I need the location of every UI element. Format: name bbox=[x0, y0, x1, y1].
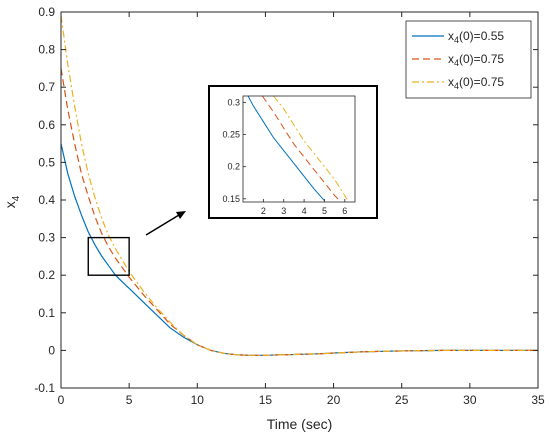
x-tick-label: 25 bbox=[395, 393, 409, 407]
inset-series-line-2 bbox=[261, 95, 341, 202]
legend-label-subscript: 4 bbox=[454, 81, 459, 91]
y-tick-label: 0 bbox=[48, 343, 55, 357]
legend-label-rest: (0)=0.75 bbox=[459, 75, 504, 89]
legend-label-subscript: 4 bbox=[454, 35, 459, 45]
inset-frame bbox=[208, 85, 378, 219]
legend-label-rest: (0)=0.55 bbox=[459, 29, 504, 43]
inset-series-group bbox=[247, 95, 349, 202]
x-tick-label: 35 bbox=[531, 393, 545, 407]
y-axis: -0.1 0 0.1 0.2 0.3 0.4 0.5 0.6 0.7 0.8 0.9 bbox=[34, 5, 538, 395]
x-axis: 0 5 10 15 20 25 30 35 bbox=[58, 12, 545, 407]
zoom-arrow bbox=[145, 211, 186, 236]
y-tick-label: 0.8 bbox=[38, 43, 55, 57]
x-tick-label: 30 bbox=[463, 393, 477, 407]
inset-x-tick-label: 6 bbox=[342, 206, 347, 216]
y-axis-label-subscript: 4 bbox=[11, 195, 22, 201]
legend-label-3: x4(0)=0.75 bbox=[448, 75, 504, 91]
zoom-region-box bbox=[87, 236, 130, 276]
x-axis-label: Time (sec) bbox=[267, 416, 333, 432]
y-axis-label: x4 bbox=[2, 195, 22, 208]
inset-x-tick-label: 5 bbox=[322, 206, 327, 216]
legend-label-rest: (0)=0.75 bbox=[459, 52, 504, 66]
y-tick-label: 0.3 bbox=[38, 231, 55, 245]
x-tick-label: 5 bbox=[126, 393, 133, 407]
legend-label-1: x4(0)=0.55 bbox=[448, 29, 504, 45]
y-tick-label: 0.7 bbox=[38, 80, 55, 94]
inset-series-line-3 bbox=[273, 95, 349, 201]
x-tick-label: 20 bbox=[327, 393, 341, 407]
legend-label-subscript: 4 bbox=[454, 58, 459, 68]
inset-x-axis: 2 3 4 5 6 bbox=[261, 199, 347, 216]
inset-y-tick-label: 0.15 bbox=[222, 194, 240, 204]
y-tick-label: 0.6 bbox=[38, 118, 55, 132]
inset-y-tick-label: 0.2 bbox=[227, 162, 240, 172]
zoom-arrow-line bbox=[145, 214, 180, 236]
legend-label-base: x bbox=[448, 52, 454, 66]
inset-y-axis: 0.15 0.2 0.25 0.3 bbox=[222, 97, 246, 204]
legend-label-2: x4(0)=0.75 bbox=[448, 52, 504, 68]
inset-y-tick-label: 0.3 bbox=[227, 97, 240, 107]
main-series-group bbox=[60, 15, 538, 356]
y-tick-label: 0.4 bbox=[38, 193, 55, 207]
y-tick-label: -0.1 bbox=[34, 381, 55, 395]
x-tick-label: 0 bbox=[58, 393, 65, 407]
y-tick-label: 0.2 bbox=[38, 268, 55, 282]
y-axis-label-base: x bbox=[2, 201, 18, 208]
y-tick-label: 0.1 bbox=[38, 306, 55, 320]
inset-series-line-1 bbox=[247, 95, 325, 202]
inset-x-tick-label: 3 bbox=[281, 206, 286, 216]
series-line-3 bbox=[60, 15, 538, 356]
y-tick-label: 0.5 bbox=[38, 155, 55, 169]
inset-axes-box bbox=[242, 95, 356, 203]
inset-y-tick-label: 0.25 bbox=[222, 130, 240, 140]
legend-label-base: x bbox=[448, 75, 454, 89]
zoom-arrow-head bbox=[176, 211, 186, 219]
y-tick-label: 0.9 bbox=[38, 5, 55, 19]
inset-x-tick-label: 4 bbox=[302, 206, 307, 216]
x-tick-label: 15 bbox=[259, 393, 273, 407]
inset-x-tick-label: 2 bbox=[261, 206, 266, 216]
legend-label-base: x bbox=[448, 29, 454, 43]
x-tick-label: 10 bbox=[191, 393, 205, 407]
